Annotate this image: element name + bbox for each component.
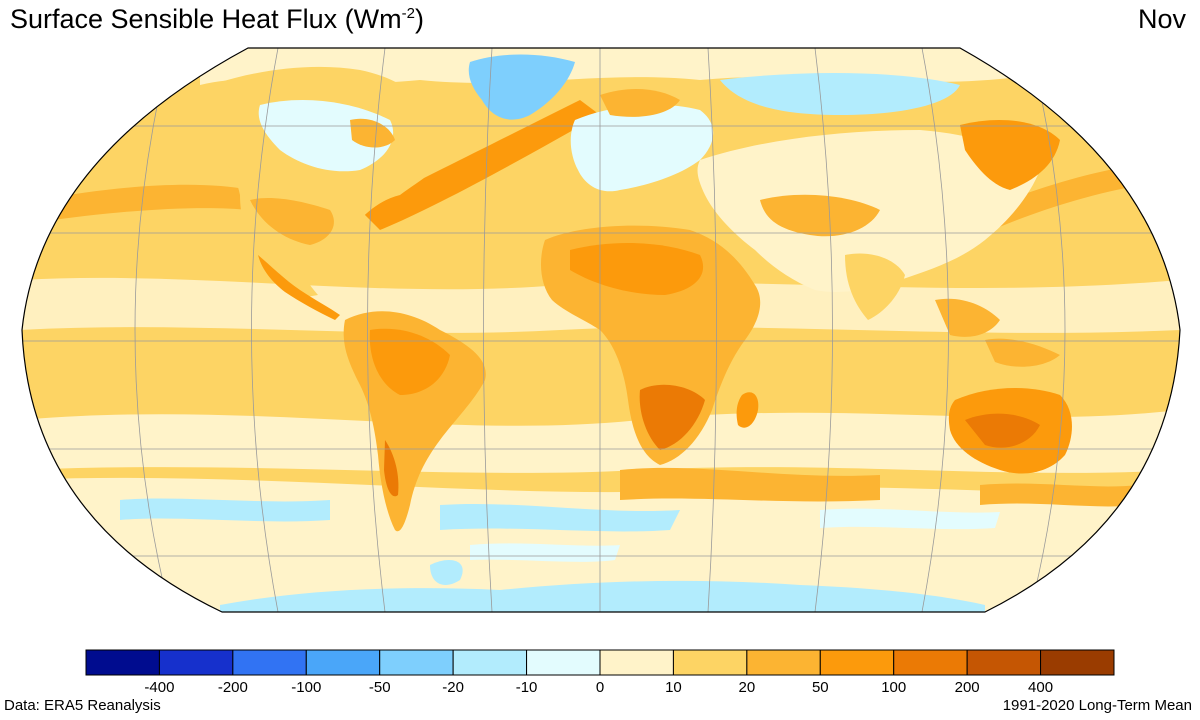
legend-swatch [526,649,601,676]
legend-tick-label: 0 [596,679,604,696]
title-superscript: -2 [401,5,415,22]
legend-tick-label: 10 [665,679,682,696]
legend-tick-label: -50 [369,679,391,696]
legend-swatch [452,649,528,676]
legend-tick-label: 200 [955,679,980,696]
map-outline [21,47,1181,613]
legend-swatch [672,649,748,676]
legend-swatch [966,649,1042,676]
legend-tick-label: 20 [739,679,756,696]
legend-tick-label: 100 [881,679,906,696]
month-label: Nov [1137,4,1186,34]
legend-swatch [379,649,454,676]
legend-tick-label: 400 [1028,679,1053,696]
title-text: Surface Sensible Heat Flux (Wm [10,4,402,34]
legend-tick-label: -200 [218,679,248,696]
legend-swatch [599,649,674,676]
legend-swatch [746,649,821,676]
legend-tick-label: -400 [144,679,174,696]
data-source: Data: ERA5 Reanalysis [4,697,161,714]
legend-tick-label: -10 [516,679,538,696]
legend-tick-label: -100 [291,679,321,696]
legend-swatch [305,649,381,676]
legend-tick-label: -20 [442,679,464,696]
time-period: 1991-2020 Long-Term Mean [1002,697,1192,714]
legend-swatch [819,649,895,676]
legend-swatch [893,649,968,676]
legend-swatch [158,649,234,676]
legend-swatch [232,649,307,676]
title-close: ) [414,4,424,34]
legend-swatch [85,649,160,676]
graticule [22,48,1180,612]
legend-swatch [1040,649,1115,676]
legend-tick-label: 50 [812,679,829,696]
world-map [21,47,1181,613]
map-title: Surface Sensible Heat Flux (Wm-2) [10,4,424,35]
